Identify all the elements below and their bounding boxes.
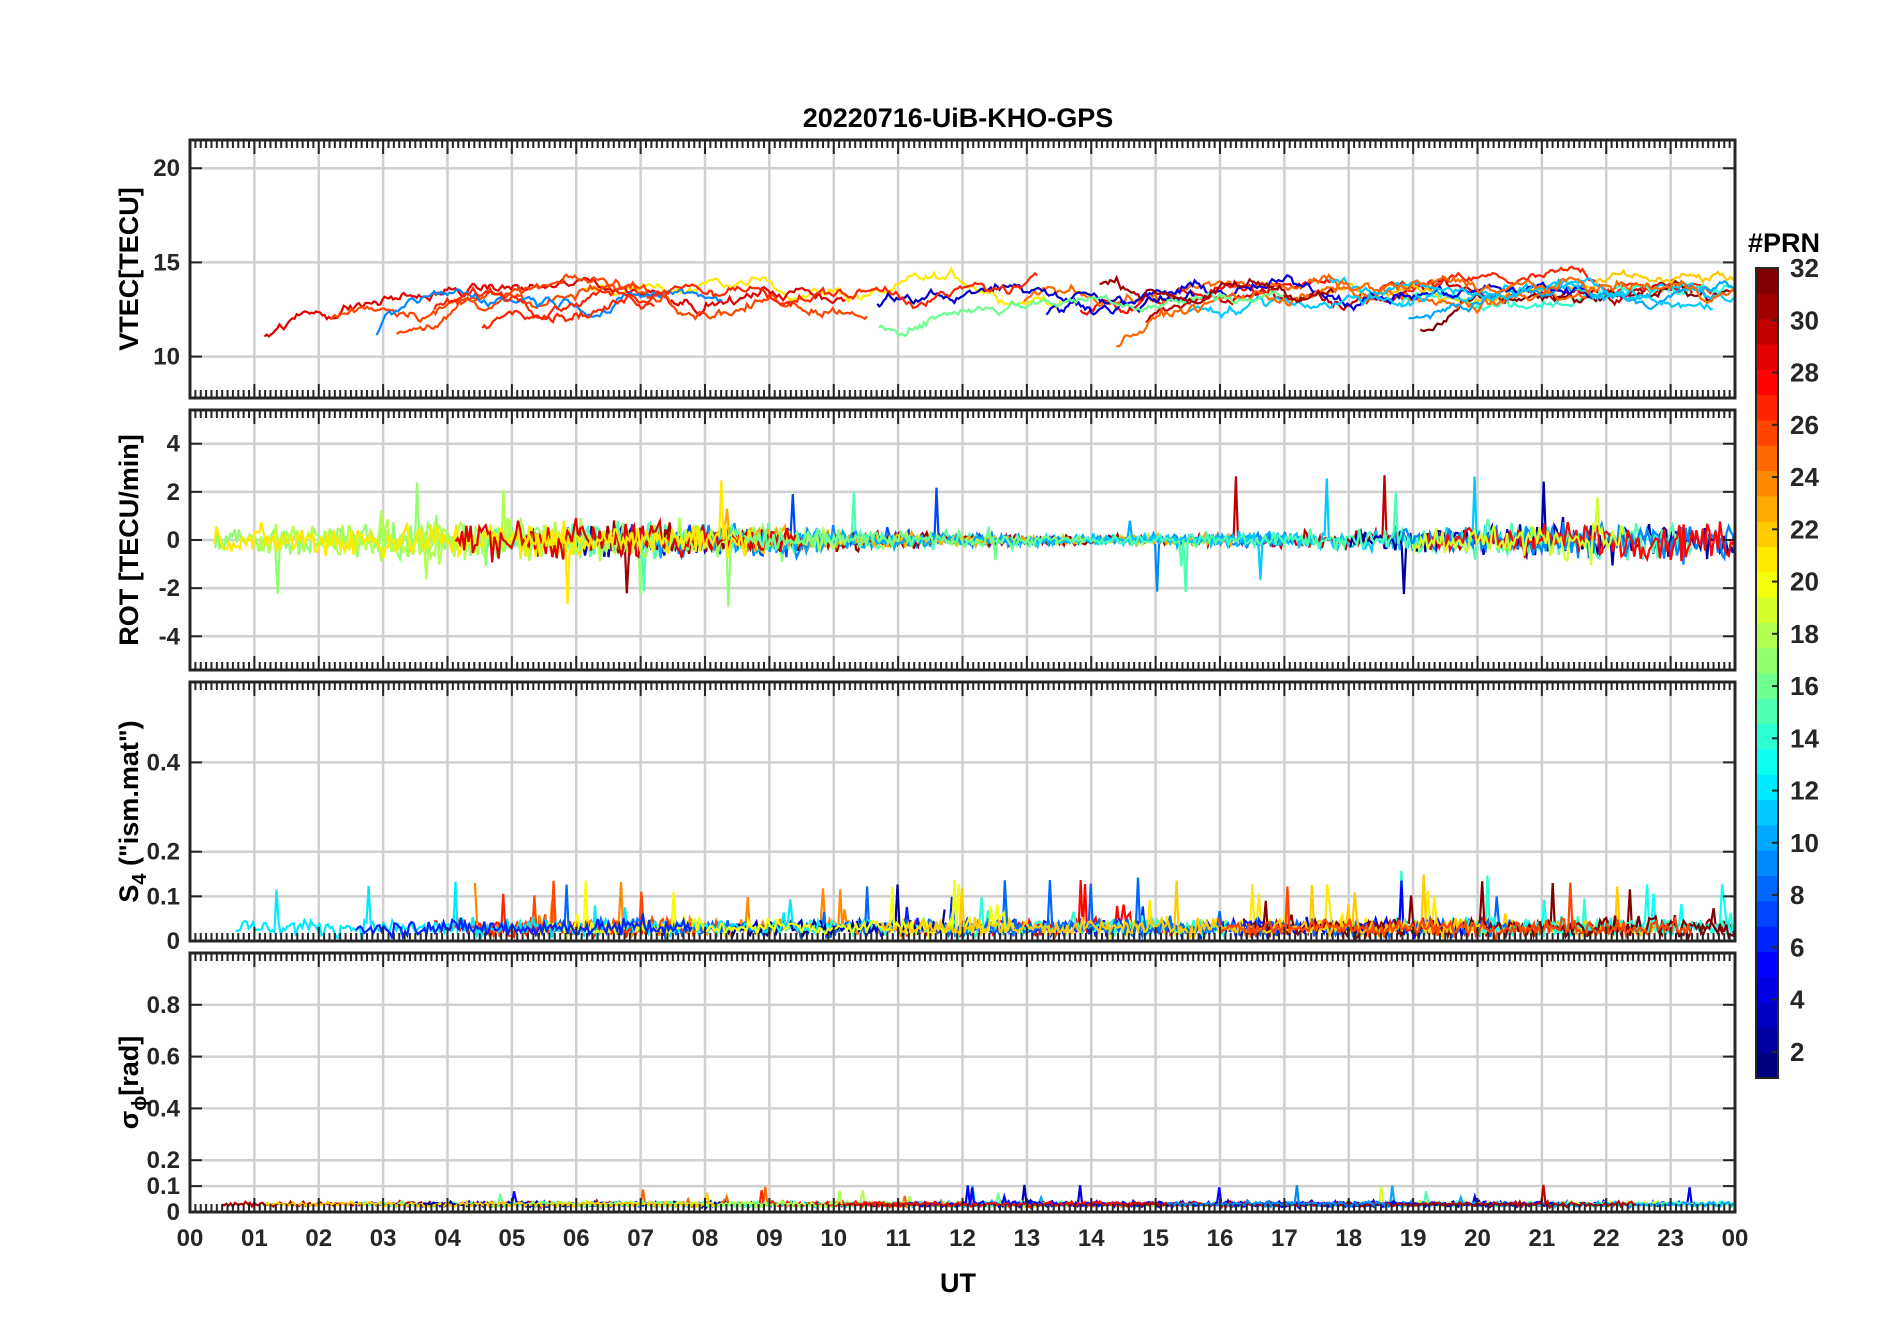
y-tick-label: 20 — [153, 155, 180, 182]
x-minor-ticks — [189, 140, 1736, 398]
x-tick-label: 15 — [1142, 1225, 1169, 1252]
prn-series-line — [1411, 496, 1625, 566]
rot-panel: -4 -2 0 2 4 ROT [TECU/min] — [114, 408, 1737, 672]
colorbar-title: #PRN — [1748, 228, 1820, 258]
y-tick-label: 0.4 — [147, 749, 181, 776]
x-tick-label: 20 — [1464, 1225, 1491, 1252]
x-minor-ticks — [189, 682, 1736, 941]
x-tick-label: 16 — [1207, 1225, 1234, 1252]
chart-title: 20220716-UiB-KHO-GPS — [803, 103, 1114, 133]
y-tick-label: 0.6 — [147, 1044, 180, 1071]
x-tick-label: 03 — [370, 1225, 397, 1252]
x-tick-label: 21 — [1529, 1225, 1556, 1252]
colorbar-tick-label: 12 — [1790, 776, 1819, 806]
prn-series-line — [375, 286, 723, 336]
x-axis-label: UT — [940, 1268, 976, 1298]
prn-series-line — [723, 884, 946, 939]
colorbar-tick-label: 24 — [1790, 462, 1819, 492]
x-tick-label: 02 — [305, 1225, 332, 1252]
x-tick-label: 00 — [1722, 1225, 1749, 1252]
colorbar-tick-label: 16 — [1790, 671, 1819, 701]
prn-series-line — [743, 526, 1087, 561]
y-tick-label: 0.1 — [147, 883, 180, 910]
prn-series-line — [876, 282, 1195, 314]
x-tick-label: 11 — [885, 1225, 910, 1252]
prn-series-line — [878, 289, 1285, 338]
x-tick-label: 19 — [1400, 1225, 1427, 1252]
x-tick-label: 13 — [1014, 1225, 1041, 1252]
x-tick-label: 07 — [627, 1225, 654, 1252]
prn-series-line — [213, 520, 585, 559]
x-tick-label: 14 — [1078, 1225, 1105, 1252]
prn-series-line — [263, 276, 846, 338]
prn-series-line — [880, 880, 1487, 941]
prn-series-line — [433, 285, 655, 325]
colorbar-tick-label: 26 — [1790, 410, 1819, 440]
colorbar-tick-label: 6 — [1790, 932, 1804, 962]
grid — [188, 953, 1737, 1214]
y-tick-label: 10 — [153, 344, 180, 371]
prn-series-line — [1099, 274, 1335, 305]
x-tick-label: 04 — [434, 1225, 461, 1252]
x-tick-label: 22 — [1593, 1225, 1620, 1252]
y-tick-label: 4 — [167, 431, 181, 458]
x-tick-label: 12 — [949, 1225, 976, 1252]
x-tick-label: 18 — [1335, 1225, 1362, 1252]
x-tick-label: 00 — [177, 1225, 204, 1252]
colorbar-tick-label: 2 — [1790, 1037, 1804, 1067]
y-axis-label: S4 ("ism.mat") — [114, 720, 151, 902]
prn-series-line — [582, 266, 1062, 309]
colorbar-tick-label: 18 — [1790, 619, 1819, 649]
y-axis-label: ROT [TECU/min] — [114, 434, 144, 645]
prn-series-line — [481, 271, 1038, 330]
y-tick-label: 0 — [167, 928, 180, 955]
y-tick-label: 0 — [167, 1199, 180, 1226]
colorbar-tick-label: 22 — [1790, 514, 1819, 544]
y-tick-label: -2 — [159, 575, 180, 602]
grid — [188, 140, 1737, 398]
colorbar-tick-label: 32 — [1790, 253, 1819, 283]
x-minor-ticks — [189, 410, 1736, 670]
y-tick-label: 2 — [167, 479, 180, 506]
colorbar-tick-label: 8 — [1790, 880, 1804, 910]
vtec-panel: 10 15 20 VTEC[TECU] — [114, 138, 1737, 400]
y-tick-label: 0.2 — [147, 839, 180, 866]
x-tick-label: 09 — [756, 1225, 783, 1252]
x-tick-label: 06 — [563, 1225, 590, 1252]
y-tick-label: 0 — [167, 527, 180, 554]
colorbar-tick-label: 4 — [1790, 985, 1805, 1015]
y-tick-label: -4 — [159, 623, 181, 650]
y-tick-label: 0.1 — [147, 1173, 180, 1200]
x-tick-label: 08 — [692, 1225, 719, 1252]
colorbar-tick-label: 14 — [1790, 723, 1819, 753]
prn-series-line — [1425, 521, 1735, 563]
colorbar-tick-label: 20 — [1790, 567, 1819, 597]
prn-series-line — [523, 480, 759, 605]
y-tick-label: 0.4 — [147, 1095, 181, 1122]
x-tick-label: 05 — [499, 1225, 526, 1252]
prn-series-line — [354, 913, 693, 941]
prn-series-line — [1115, 274, 1735, 348]
y-tick-label: 0.2 — [147, 1147, 180, 1174]
y-tick-label: 0.8 — [147, 992, 180, 1019]
x-tick-label: 17 — [1271, 1225, 1298, 1252]
prn-series-line — [1188, 277, 1735, 320]
y-tick-label: 15 — [153, 249, 180, 276]
sigma-phi-panel: 00.10.2 0.4 0.6 0.8 σϕ[rad] 00 01 02 03 04 05 06 07 0… — [114, 951, 1749, 1252]
prn-series-line — [1217, 882, 1692, 941]
prn-series-line — [1419, 279, 1735, 333]
x-minor-ticks — [189, 953, 1736, 1212]
x-tick-label: 23 — [1657, 1225, 1684, 1252]
y-axis-label: σϕ[rad] — [114, 1036, 151, 1129]
colorbar-tick-label: 28 — [1790, 358, 1819, 388]
colorbar-tick-label: 30 — [1790, 305, 1819, 335]
s4-panel: 0 0.1 0.2 0.4S4 ("ism.mat") — [114, 680, 1737, 955]
x-tick-label: 10 — [820, 1225, 847, 1252]
y-axis-label: VTEC[TECU] — [114, 187, 144, 351]
x-tick-label: 01 — [241, 1225, 268, 1252]
prn-series-line — [235, 885, 447, 941]
colorbar-tick-label: 10 — [1790, 828, 1819, 858]
